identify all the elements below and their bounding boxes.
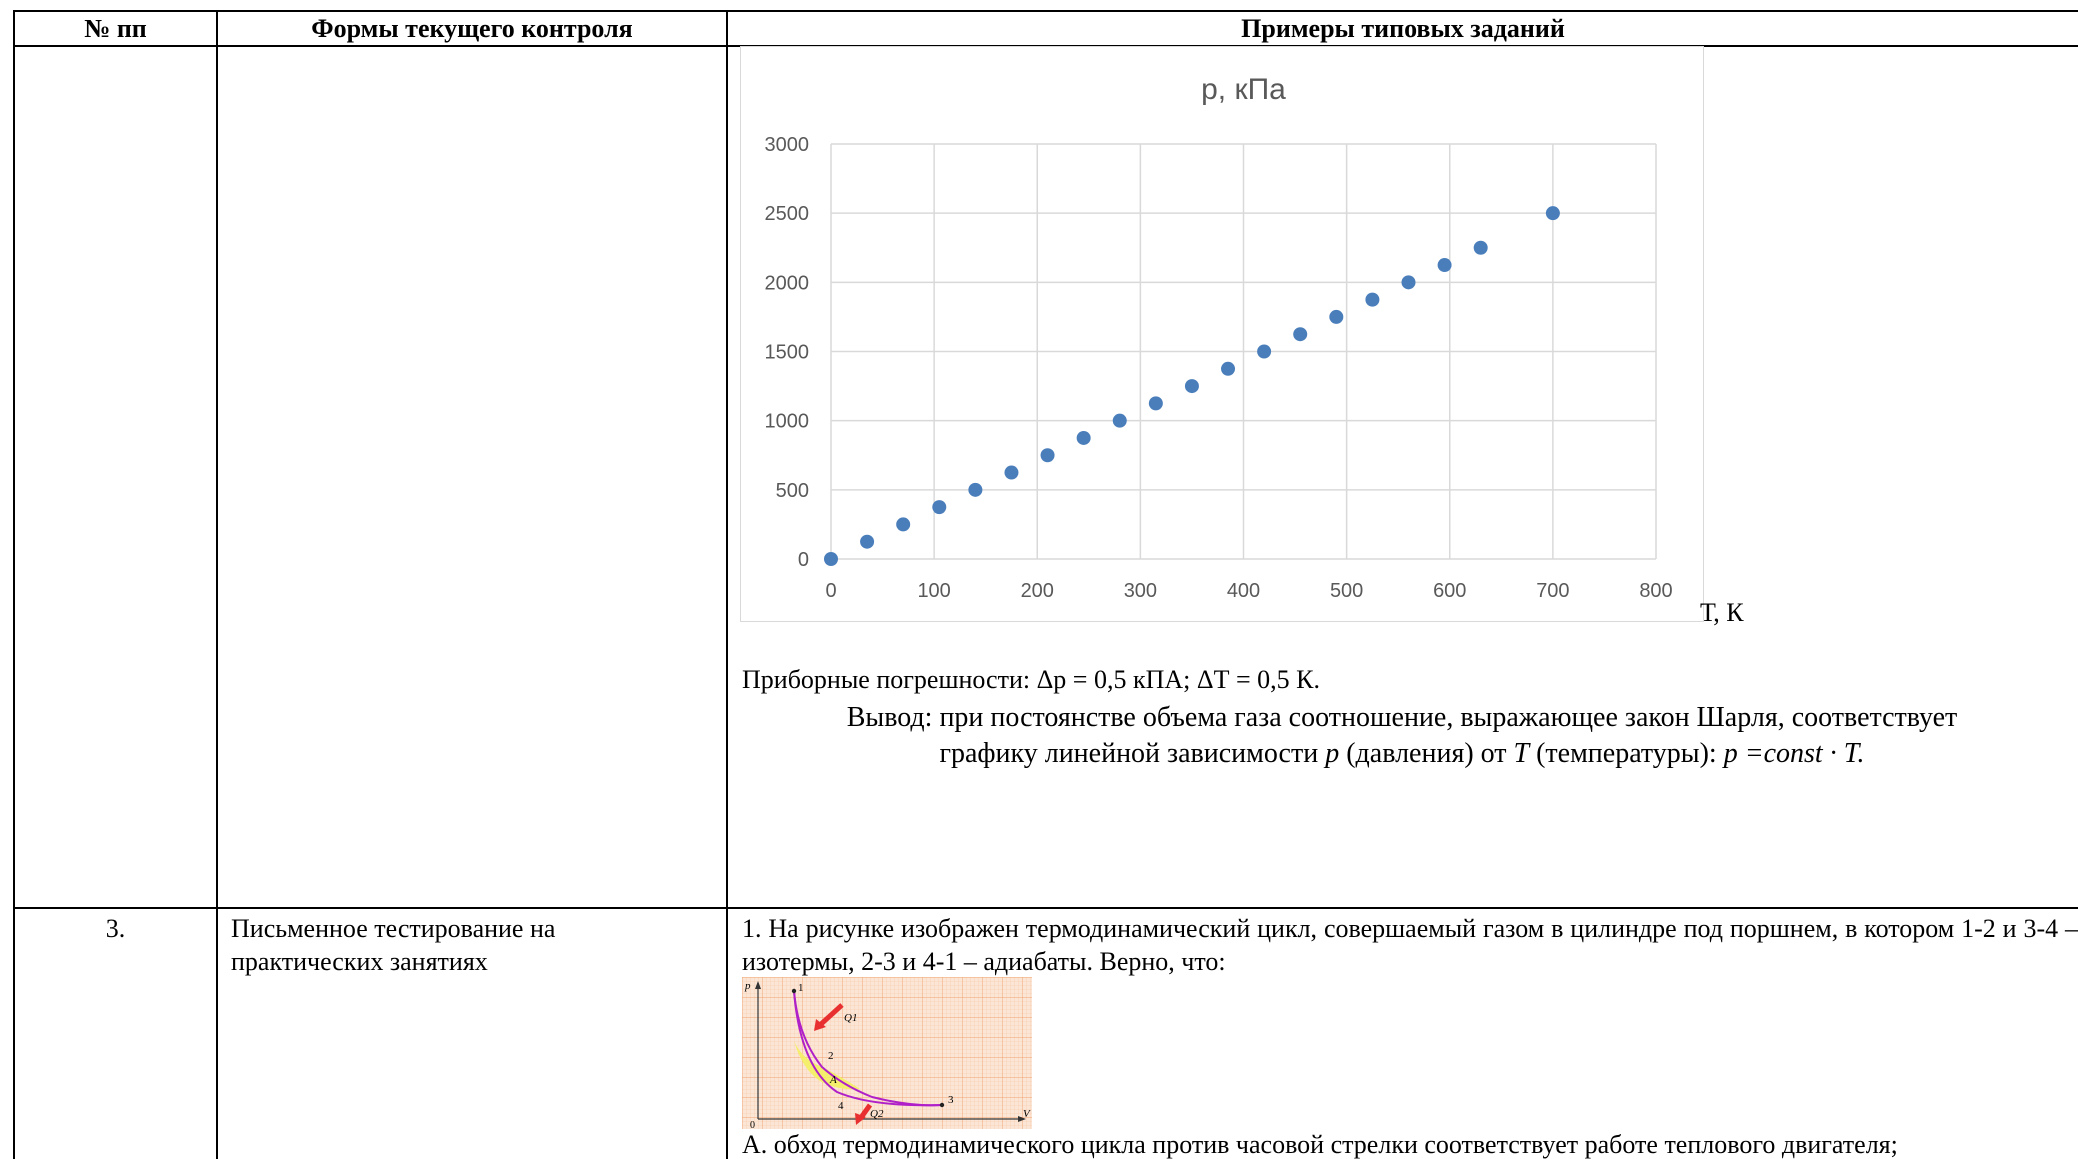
x-tick-label: 200: [1021, 580, 1054, 602]
data-point: [1437, 258, 1452, 273]
data-point: [1473, 240, 1488, 255]
scatter-chart: р, кПа 0 500 1000 1500 2000 2500 3000 0 100 200 300…: [740, 46, 1704, 622]
chart-title: р, кПа: [1201, 73, 1286, 106]
x-tick-label: 600: [1433, 580, 1466, 602]
q2-label: Q2: [870, 1108, 884, 1120]
y-tick-label: 500: [776, 480, 809, 502]
data-point: [824, 552, 838, 566]
chart-svg: р, кПа 0 500 1000 1500 2000 2500 3000 0 100 200 300…: [765, 73, 1673, 602]
data-point: [1365, 292, 1380, 307]
data-point: [1545, 206, 1560, 221]
instrument-errors: Приборные погрешности: Δр = 0,5 кПА; ΔТ …: [742, 665, 1320, 694]
symbol-p: р: [1325, 738, 1340, 769]
data-point: [1221, 361, 1236, 376]
data-point: [1401, 275, 1416, 290]
header-forms: Формы текущего контроля: [311, 14, 633, 43]
pv-cycle-diagram: p V 0 1 2 3 4 A Q1 Q2: [742, 977, 1032, 1131]
x-tick-label: 800: [1639, 580, 1672, 602]
symbol-t: Т: [1513, 738, 1530, 769]
row-divider: [13, 907, 2078, 909]
conclusion-part-a: графику линейной зависимости: [939, 738, 1326, 769]
point-label-3: 3: [948, 1094, 954, 1106]
point-label-1: 1: [798, 982, 804, 994]
area-label: A: [829, 1074, 837, 1086]
header-examples: Примеры типовых заданий: [1241, 14, 1565, 43]
x-tick-label: 500: [1330, 580, 1363, 602]
x-tick-label: 100: [917, 580, 950, 602]
conclusion-line-2: графику линейной зависимости р (давления…: [742, 736, 2062, 772]
y-tick-label: 2500: [765, 203, 810, 225]
y-tick-label: 3000: [765, 134, 810, 156]
column-divider-1: [216, 10, 218, 1159]
data-point: [1148, 396, 1163, 411]
row-number: 3.: [105, 914, 126, 943]
table-left-border: [13, 10, 15, 1159]
data-point: [1076, 430, 1091, 445]
x-tick-label: 0: [825, 580, 836, 602]
y-tick-label: 1500: [765, 342, 810, 364]
column-divider-2: [726, 10, 728, 1159]
x-tick-label: 300: [1124, 580, 1157, 602]
p-axis-label: p: [744, 980, 751, 992]
x-axis-label: Т, К: [1700, 598, 1744, 627]
data-point: [1004, 465, 1019, 480]
table-top-border: [13, 10, 2078, 12]
data-point: [1293, 327, 1308, 342]
data-point: [1184, 379, 1199, 394]
header-number: № пп: [84, 14, 147, 43]
data-point: [968, 482, 983, 497]
point-label-2: 2: [828, 1050, 834, 1062]
data-point: [860, 534, 875, 549]
formula: р =const · Т.: [1723, 738, 1865, 769]
data-point: [1257, 344, 1272, 359]
data-point: [1112, 413, 1127, 428]
point-label-4: 4: [838, 1100, 844, 1112]
x-tick-label: 700: [1536, 580, 1569, 602]
origin-label: 0: [750, 1120, 755, 1129]
data-point: [932, 500, 947, 515]
q1-label: Q1: [844, 1012, 857, 1024]
answer-option-a: А. обход термодинамического цикла против…: [742, 1130, 1898, 1159]
control-form: Письменное тестирование на практических …: [231, 914, 556, 976]
data-point: [1329, 309, 1344, 324]
y-tick-label: 0: [798, 549, 809, 571]
v-axis-label: V: [1023, 1108, 1031, 1120]
question-text: 1. На рисунке изображен термодинамически…: [742, 914, 2078, 976]
conclusion-part-c: (температуры):: [1529, 738, 1724, 769]
conclusion-line-1: Вывод: при постоянстве объема газа соотн…: [846, 702, 1958, 733]
y-tick-label: 1000: [765, 411, 810, 433]
x-tick-label: 400: [1227, 580, 1260, 602]
pv-cycle-svg: p V 0 1 2 3 4 A Q1 Q2: [742, 977, 1032, 1131]
y-tick-label: 2000: [765, 272, 810, 294]
data-point: [1040, 448, 1055, 463]
conclusion-part-b: (давления) от: [1339, 738, 1514, 769]
data-point: [896, 517, 911, 532]
conclusion-text: Вывод: при постоянстве объема газа соотн…: [742, 700, 2062, 772]
